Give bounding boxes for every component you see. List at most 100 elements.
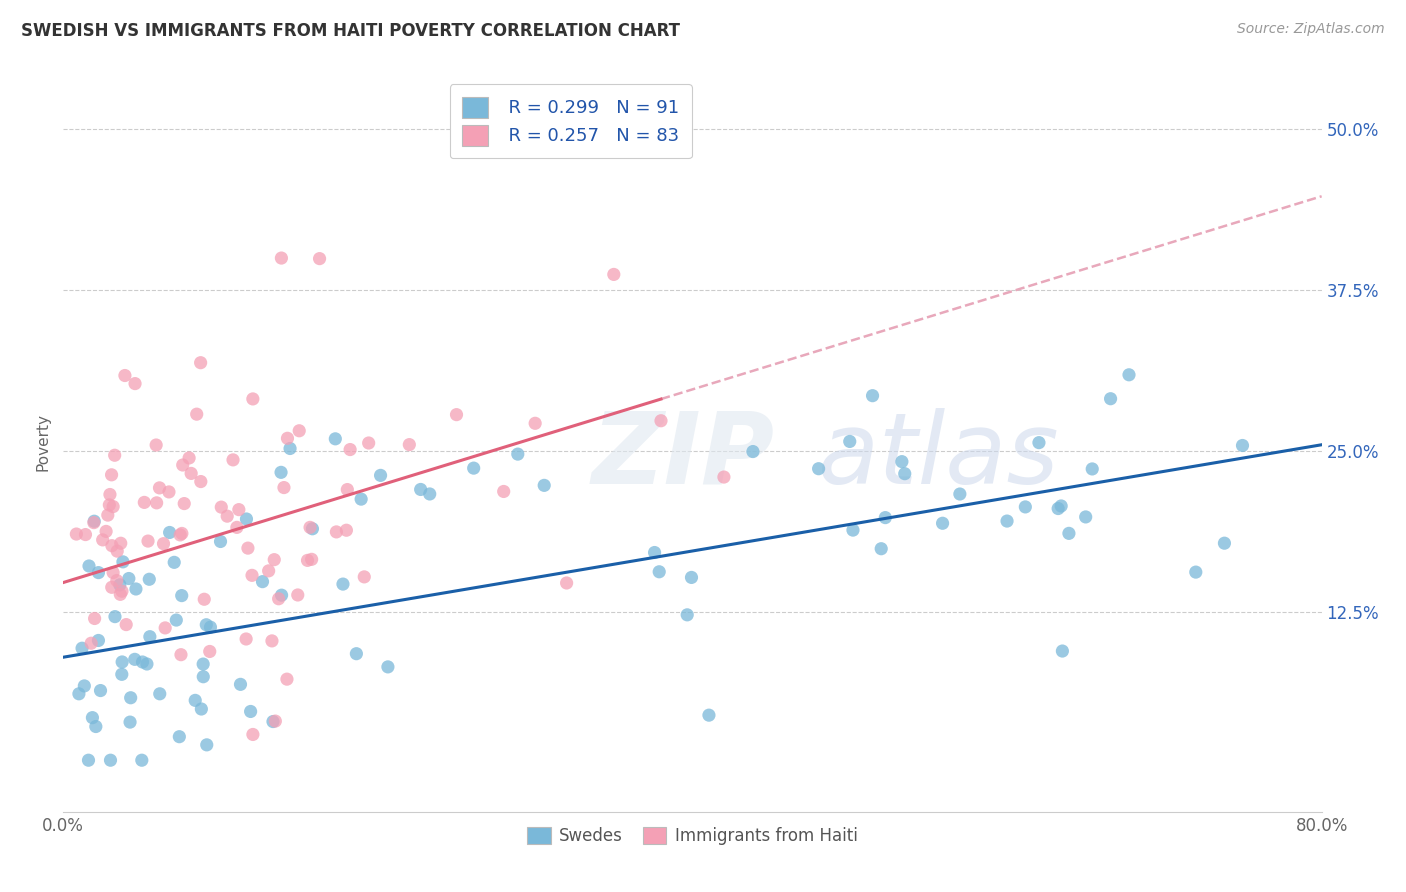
Point <box>875 510 897 524</box>
Point <box>101 539 124 553</box>
Point <box>242 392 264 406</box>
Point <box>77 559 100 574</box>
Point <box>1052 644 1074 658</box>
Point <box>169 730 191 744</box>
Point <box>209 500 232 515</box>
Point <box>419 487 441 501</box>
Point <box>110 587 132 601</box>
Point <box>139 630 162 644</box>
Point <box>270 466 292 480</box>
Point <box>111 667 134 681</box>
Point <box>145 438 167 452</box>
Point <box>807 461 830 475</box>
Point <box>270 588 292 602</box>
Legend: Swedes, Immigrants from Haiti: Swedes, Immigrants from Haiti <box>520 820 865 852</box>
Point <box>195 617 218 632</box>
Point <box>446 408 468 422</box>
Point <box>260 633 283 648</box>
Point <box>676 607 699 622</box>
Point <box>264 714 287 728</box>
Point <box>301 522 323 536</box>
Point <box>1074 510 1097 524</box>
Point <box>105 544 128 558</box>
Point <box>111 584 134 599</box>
Point <box>357 436 380 450</box>
Point <box>193 670 215 684</box>
Point <box>159 525 181 540</box>
Point <box>67 687 90 701</box>
Point <box>110 536 132 550</box>
Point <box>344 647 367 661</box>
Point <box>75 527 97 541</box>
Point <box>1047 501 1070 516</box>
Point <box>370 468 392 483</box>
Point <box>200 620 222 634</box>
Point <box>105 574 128 588</box>
Point <box>323 432 346 446</box>
Point <box>115 617 138 632</box>
Point <box>949 487 972 501</box>
Point <box>222 453 245 467</box>
Point <box>235 632 257 646</box>
Point <box>301 552 323 566</box>
Point <box>101 500 124 514</box>
Point <box>120 690 142 705</box>
Point <box>1028 435 1050 450</box>
Point <box>270 251 292 265</box>
Point <box>83 514 105 528</box>
Point <box>131 753 153 767</box>
Point <box>257 564 280 578</box>
Point <box>114 368 136 383</box>
Point <box>1213 536 1236 550</box>
Point <box>1050 499 1073 513</box>
Point <box>217 509 239 524</box>
Text: atlas: atlas <box>818 408 1060 505</box>
Point <box>170 648 193 662</box>
Point <box>83 611 105 625</box>
Point <box>1057 526 1080 541</box>
Point <box>1081 462 1104 476</box>
Point <box>336 483 359 497</box>
Point <box>100 580 122 594</box>
Point <box>198 644 221 658</box>
Point <box>299 520 322 534</box>
Point <box>124 376 146 391</box>
Point <box>225 520 247 534</box>
Point <box>931 516 953 531</box>
Point <box>228 502 250 516</box>
Point <box>191 657 214 671</box>
Point <box>84 719 107 733</box>
Point <box>278 442 301 456</box>
Y-axis label: Poverty: Poverty <box>35 412 51 471</box>
Point <box>153 621 176 635</box>
Point <box>1184 565 1206 579</box>
Point <box>177 450 200 465</box>
Point <box>70 641 93 656</box>
Point <box>82 711 104 725</box>
Point <box>124 652 146 666</box>
Point <box>108 578 131 592</box>
Point <box>555 576 578 591</box>
Point <box>94 524 117 539</box>
Point <box>339 442 361 457</box>
Point <box>332 577 354 591</box>
Point <box>325 524 347 539</box>
Point <box>125 582 148 596</box>
Point <box>87 566 110 580</box>
Point <box>1099 392 1122 406</box>
Point <box>862 389 884 403</box>
Point <box>242 727 264 741</box>
Point <box>111 655 134 669</box>
Point <box>83 516 105 530</box>
Point <box>73 679 96 693</box>
Point <box>193 592 215 607</box>
Point <box>287 588 309 602</box>
Point <box>97 508 120 522</box>
Point <box>262 714 284 729</box>
Point <box>131 655 153 669</box>
Point <box>100 753 122 767</box>
Point <box>100 467 122 482</box>
Point <box>235 512 257 526</box>
Point <box>742 444 765 458</box>
Point <box>267 591 290 606</box>
